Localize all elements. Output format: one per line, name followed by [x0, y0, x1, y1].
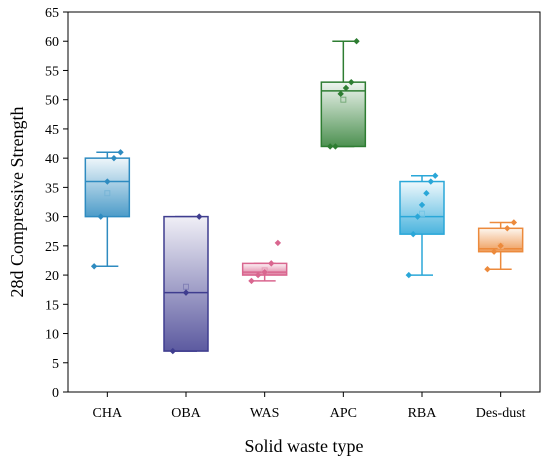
x-axis: CHA OBA WAS APC RBA Des-dust [93, 392, 526, 421]
box-cha [84, 149, 131, 270]
data-point [405, 271, 412, 279]
x-tick-label: OBA [171, 406, 201, 421]
data-point [104, 178, 111, 185]
y-tick-label: 55 [45, 64, 59, 79]
data-point [254, 271, 262, 279]
data-point [110, 154, 118, 162]
data-point [490, 248, 498, 255]
y-tick-label: 15 [45, 298, 59, 313]
iqr-box [477, 227, 524, 253]
mean-marker [340, 96, 347, 103]
data-point [326, 143, 334, 150]
data-point [337, 90, 344, 98]
data-point [248, 277, 255, 285]
data-point [510, 219, 518, 226]
box-was [241, 239, 288, 285]
mean-marker [419, 210, 425, 217]
x-tick-label: WAS [250, 406, 280, 421]
data-point [332, 143, 339, 150]
y-axis-title: 28d Compressive Strength [7, 107, 27, 298]
data-point [497, 242, 504, 250]
data-point [117, 149, 124, 156]
data-point [268, 260, 275, 267]
data-point [97, 213, 104, 220]
boxes-group [84, 38, 524, 355]
x-axis-title: Solid waste type [245, 436, 364, 456]
data-point [504, 225, 511, 232]
data-point [427, 178, 434, 185]
y-tick-label: 10 [45, 328, 59, 343]
iqr-box [320, 81, 367, 148]
data-point [410, 230, 417, 238]
box-apc [320, 38, 367, 150]
x-tick-label: APC [330, 406, 357, 421]
x-tick-label: RBA [408, 406, 438, 421]
y-tick-label: 30 [45, 211, 59, 226]
data-point [423, 190, 430, 197]
y-tick-label: 5 [52, 357, 59, 372]
data-point [414, 213, 421, 220]
y-tick-label: 25 [45, 240, 59, 255]
y-tick-label: 50 [45, 94, 59, 109]
box-oba [163, 213, 209, 355]
data-point [418, 201, 426, 209]
data-point [90, 263, 98, 270]
data-point [261, 268, 268, 276]
y-axis: 0 5 10 15 20 25 30 35 40 45 50 55 60 65 [45, 6, 68, 401]
box-rba [399, 172, 445, 279]
y-tick-label: 65 [45, 6, 59, 21]
plot-frame [67, 11, 541, 393]
data-point [432, 172, 439, 179]
data-point [348, 78, 355, 86]
y-tick-label: 20 [45, 269, 59, 284]
y-tick-label: 45 [45, 123, 59, 138]
y-tick-label: 35 [45, 181, 59, 196]
x-tick-label: Des-dust [476, 406, 526, 421]
data-point [342, 84, 350, 92]
iqr-box [84, 157, 131, 218]
box-des-dust [477, 219, 524, 273]
mean-marker [183, 283, 189, 290]
y-tick-label: 40 [45, 152, 59, 167]
data-point [182, 289, 190, 296]
data-point [484, 266, 491, 273]
data-point [169, 347, 176, 355]
y-tick-label: 60 [45, 35, 59, 50]
y-tick-label: 0 [52, 386, 59, 401]
data-point [353, 38, 360, 45]
mean-marker [104, 190, 111, 197]
data-point [274, 239, 282, 247]
x-tick-label: CHA [93, 406, 123, 421]
data-point [196, 213, 203, 220]
